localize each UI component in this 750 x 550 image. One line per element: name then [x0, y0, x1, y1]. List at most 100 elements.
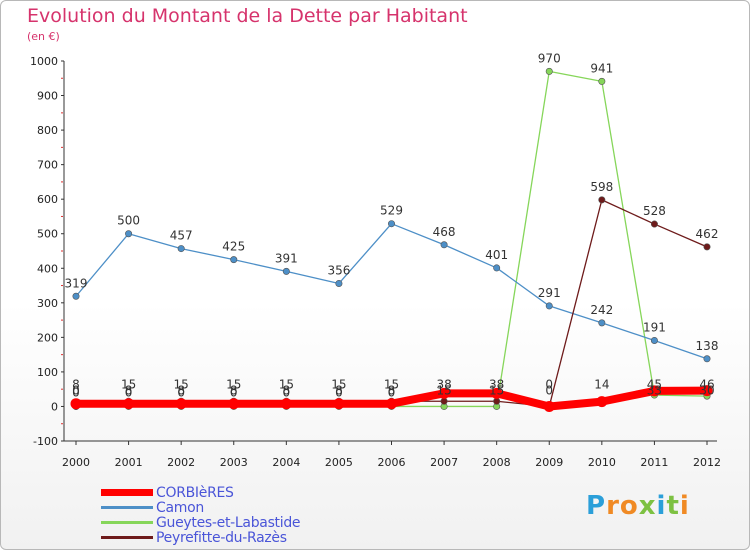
data-label: 33 — [647, 383, 662, 397]
data-point — [545, 67, 553, 75]
data-point — [701, 385, 713, 397]
data-label: 391 — [275, 251, 298, 265]
data-point — [175, 398, 187, 410]
data-label: 15 — [436, 383, 451, 397]
data-label: 38 — [436, 377, 451, 391]
data-label: 8 — [177, 383, 185, 397]
data-label: 0 — [335, 385, 343, 399]
legend-swatch-gueytes — [101, 521, 153, 524]
data-label: 319 — [65, 276, 88, 290]
y-tick-label: 600 — [37, 193, 58, 206]
data-label: 45 — [647, 377, 662, 391]
data-label: 0 — [72, 385, 80, 399]
legend-label-camon: Camon — [156, 500, 204, 516]
x-tick-label: 2008 — [483, 456, 511, 469]
data-label: 529 — [380, 204, 403, 218]
x-tick-label: 2003 — [220, 456, 248, 469]
data-label: 0 — [545, 383, 553, 397]
data-point — [650, 220, 658, 228]
data-label: 138 — [696, 339, 719, 353]
x-tick-label: 2001 — [115, 456, 143, 469]
data-point — [282, 267, 290, 275]
data-label: 15 — [226, 377, 241, 391]
data-point — [598, 77, 606, 85]
logo-letter: r — [606, 491, 620, 521]
x-tick-label: 2004 — [272, 456, 300, 469]
y-tick-label: 200 — [37, 331, 58, 344]
data-point — [543, 400, 555, 412]
data-label: 598 — [590, 180, 613, 194]
data-point — [648, 385, 660, 397]
data-point — [280, 398, 292, 410]
data-label: 970 — [538, 51, 561, 65]
y-tick-label: -100 — [33, 435, 58, 448]
data-label: 468 — [433, 225, 456, 239]
data-point — [333, 398, 345, 410]
data-point — [228, 398, 240, 410]
data-label: 38 — [489, 377, 504, 391]
data-label: 8 — [335, 383, 343, 397]
data-point — [703, 243, 711, 251]
data-point — [123, 398, 135, 410]
data-point — [70, 398, 82, 410]
data-point — [545, 302, 553, 310]
data-label: 0 — [177, 385, 185, 399]
logo-letter: o — [619, 491, 639, 521]
data-label: 8 — [283, 383, 291, 397]
x-tick-label: 2002 — [167, 456, 195, 469]
x-tick-label: 2009 — [535, 456, 563, 469]
data-label: 291 — [538, 286, 561, 300]
data-point — [440, 241, 448, 249]
x-tick-label: 2007 — [430, 456, 458, 469]
data-label: 8 — [230, 383, 238, 397]
series-line — [75, 223, 708, 360]
data-label: 8 — [388, 383, 396, 397]
data-point — [493, 264, 501, 272]
data-label: 0 — [545, 377, 553, 391]
data-point — [386, 398, 397, 410]
logo-letter: t — [666, 491, 680, 521]
data-label: 528 — [643, 204, 666, 218]
y-tick-label: 300 — [37, 297, 58, 310]
data-label: 0 — [125, 385, 133, 399]
data-label: 15 — [279, 377, 294, 391]
x-tick-label: 2006 — [378, 456, 406, 469]
proxiti-logo: Proxiti — [586, 491, 690, 521]
data-point — [493, 397, 501, 405]
data-label: 242 — [590, 303, 613, 317]
data-label: 191 — [643, 320, 666, 334]
data-label: 462 — [696, 227, 719, 241]
legend-label-peyrefitte: Peyrefitte-du-Razès — [156, 530, 287, 546]
logo-letter: i — [656, 491, 667, 521]
data-label: 425 — [222, 240, 245, 254]
data-label: 8 — [125, 383, 133, 397]
data-point — [177, 245, 185, 253]
logo-letter: P — [586, 491, 607, 521]
chart-subtitle: (en €) — [27, 30, 60, 43]
y-tick-label: 900 — [37, 90, 58, 103]
legend-swatch-camon — [101, 506, 153, 509]
data-label: 46 — [699, 377, 714, 391]
data-point — [650, 336, 658, 344]
y-tick-label: 700 — [37, 159, 58, 172]
y-tick-label: 1000 — [30, 55, 58, 68]
x-tick-label: 2005 — [325, 456, 353, 469]
x-tick-label: 2000 — [62, 456, 90, 469]
y-tick-label: 400 — [37, 262, 58, 275]
data-point — [438, 387, 450, 399]
x-tick-label: 2011 — [640, 456, 668, 469]
x-tick-label: 2010 — [588, 456, 616, 469]
data-point — [703, 355, 711, 363]
data-label: 15 — [174, 377, 189, 391]
data-label: 15 — [489, 383, 504, 397]
data-point — [335, 279, 343, 287]
data-label: 500 — [117, 214, 140, 228]
data-point — [72, 292, 80, 300]
data-point — [125, 230, 133, 238]
legend-label-gueytes: Gueytes-et-Labastide — [156, 515, 301, 531]
data-label: 0 — [72, 383, 80, 397]
data-point — [230, 256, 238, 264]
data-point — [387, 220, 395, 228]
